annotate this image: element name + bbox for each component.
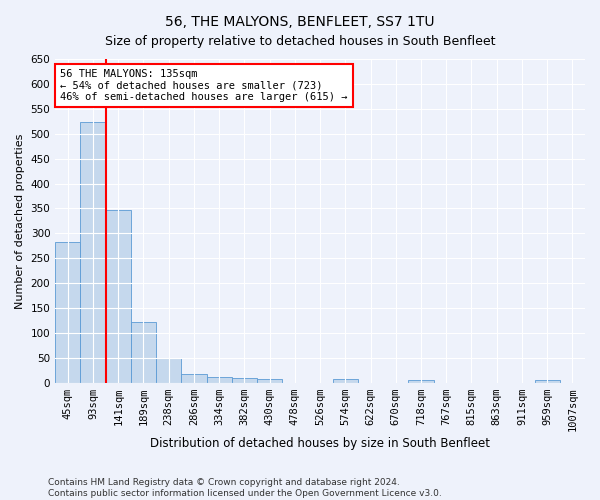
Text: Size of property relative to detached houses in South Benfleet: Size of property relative to detached ho… (105, 35, 495, 48)
Bar (106, 210, 131, 383)
Bar (181, 374, 206, 383)
Bar (131, 322, 156, 383)
Bar (409, 380, 434, 383)
Text: Contains HM Land Registry data © Crown copyright and database right 2024.
Contai: Contains HM Land Registry data © Crown c… (48, 478, 442, 498)
Bar (80, 122, 106, 383)
Text: 56, THE MALYONS, BENFLEET, SS7 1TU: 56, THE MALYONS, BENFLEET, SS7 1TU (165, 15, 435, 29)
X-axis label: Distribution of detached houses by size in South Benfleet: Distribution of detached houses by size … (150, 437, 490, 450)
Y-axis label: Number of detached properties: Number of detached properties (15, 133, 25, 308)
Bar (257, 380, 282, 383)
Text: 56 THE MALYONS: 135sqm
← 54% of detached houses are smaller (723)
46% of semi-de: 56 THE MALYONS: 135sqm ← 54% of detached… (61, 68, 348, 102)
Bar (55, 242, 80, 383)
Bar (535, 380, 560, 383)
Bar (232, 378, 257, 383)
Bar (332, 379, 358, 383)
Bar (156, 358, 181, 383)
Bar (206, 377, 232, 383)
